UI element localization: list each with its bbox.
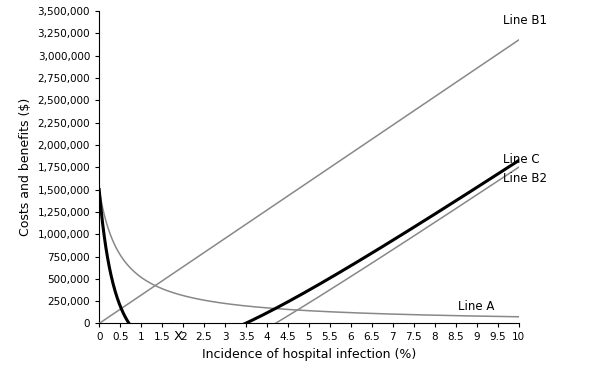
Text: X: X	[174, 330, 183, 343]
Text: Line A: Line A	[458, 300, 494, 312]
Y-axis label: Costs and benefits ($): Costs and benefits ($)	[19, 98, 32, 236]
Text: Line B2: Line B2	[503, 172, 547, 185]
Text: Line B1: Line B1	[503, 14, 547, 27]
Text: Line C: Line C	[503, 153, 539, 166]
X-axis label: Incidence of hospital infection (%): Incidence of hospital infection (%)	[202, 348, 416, 361]
